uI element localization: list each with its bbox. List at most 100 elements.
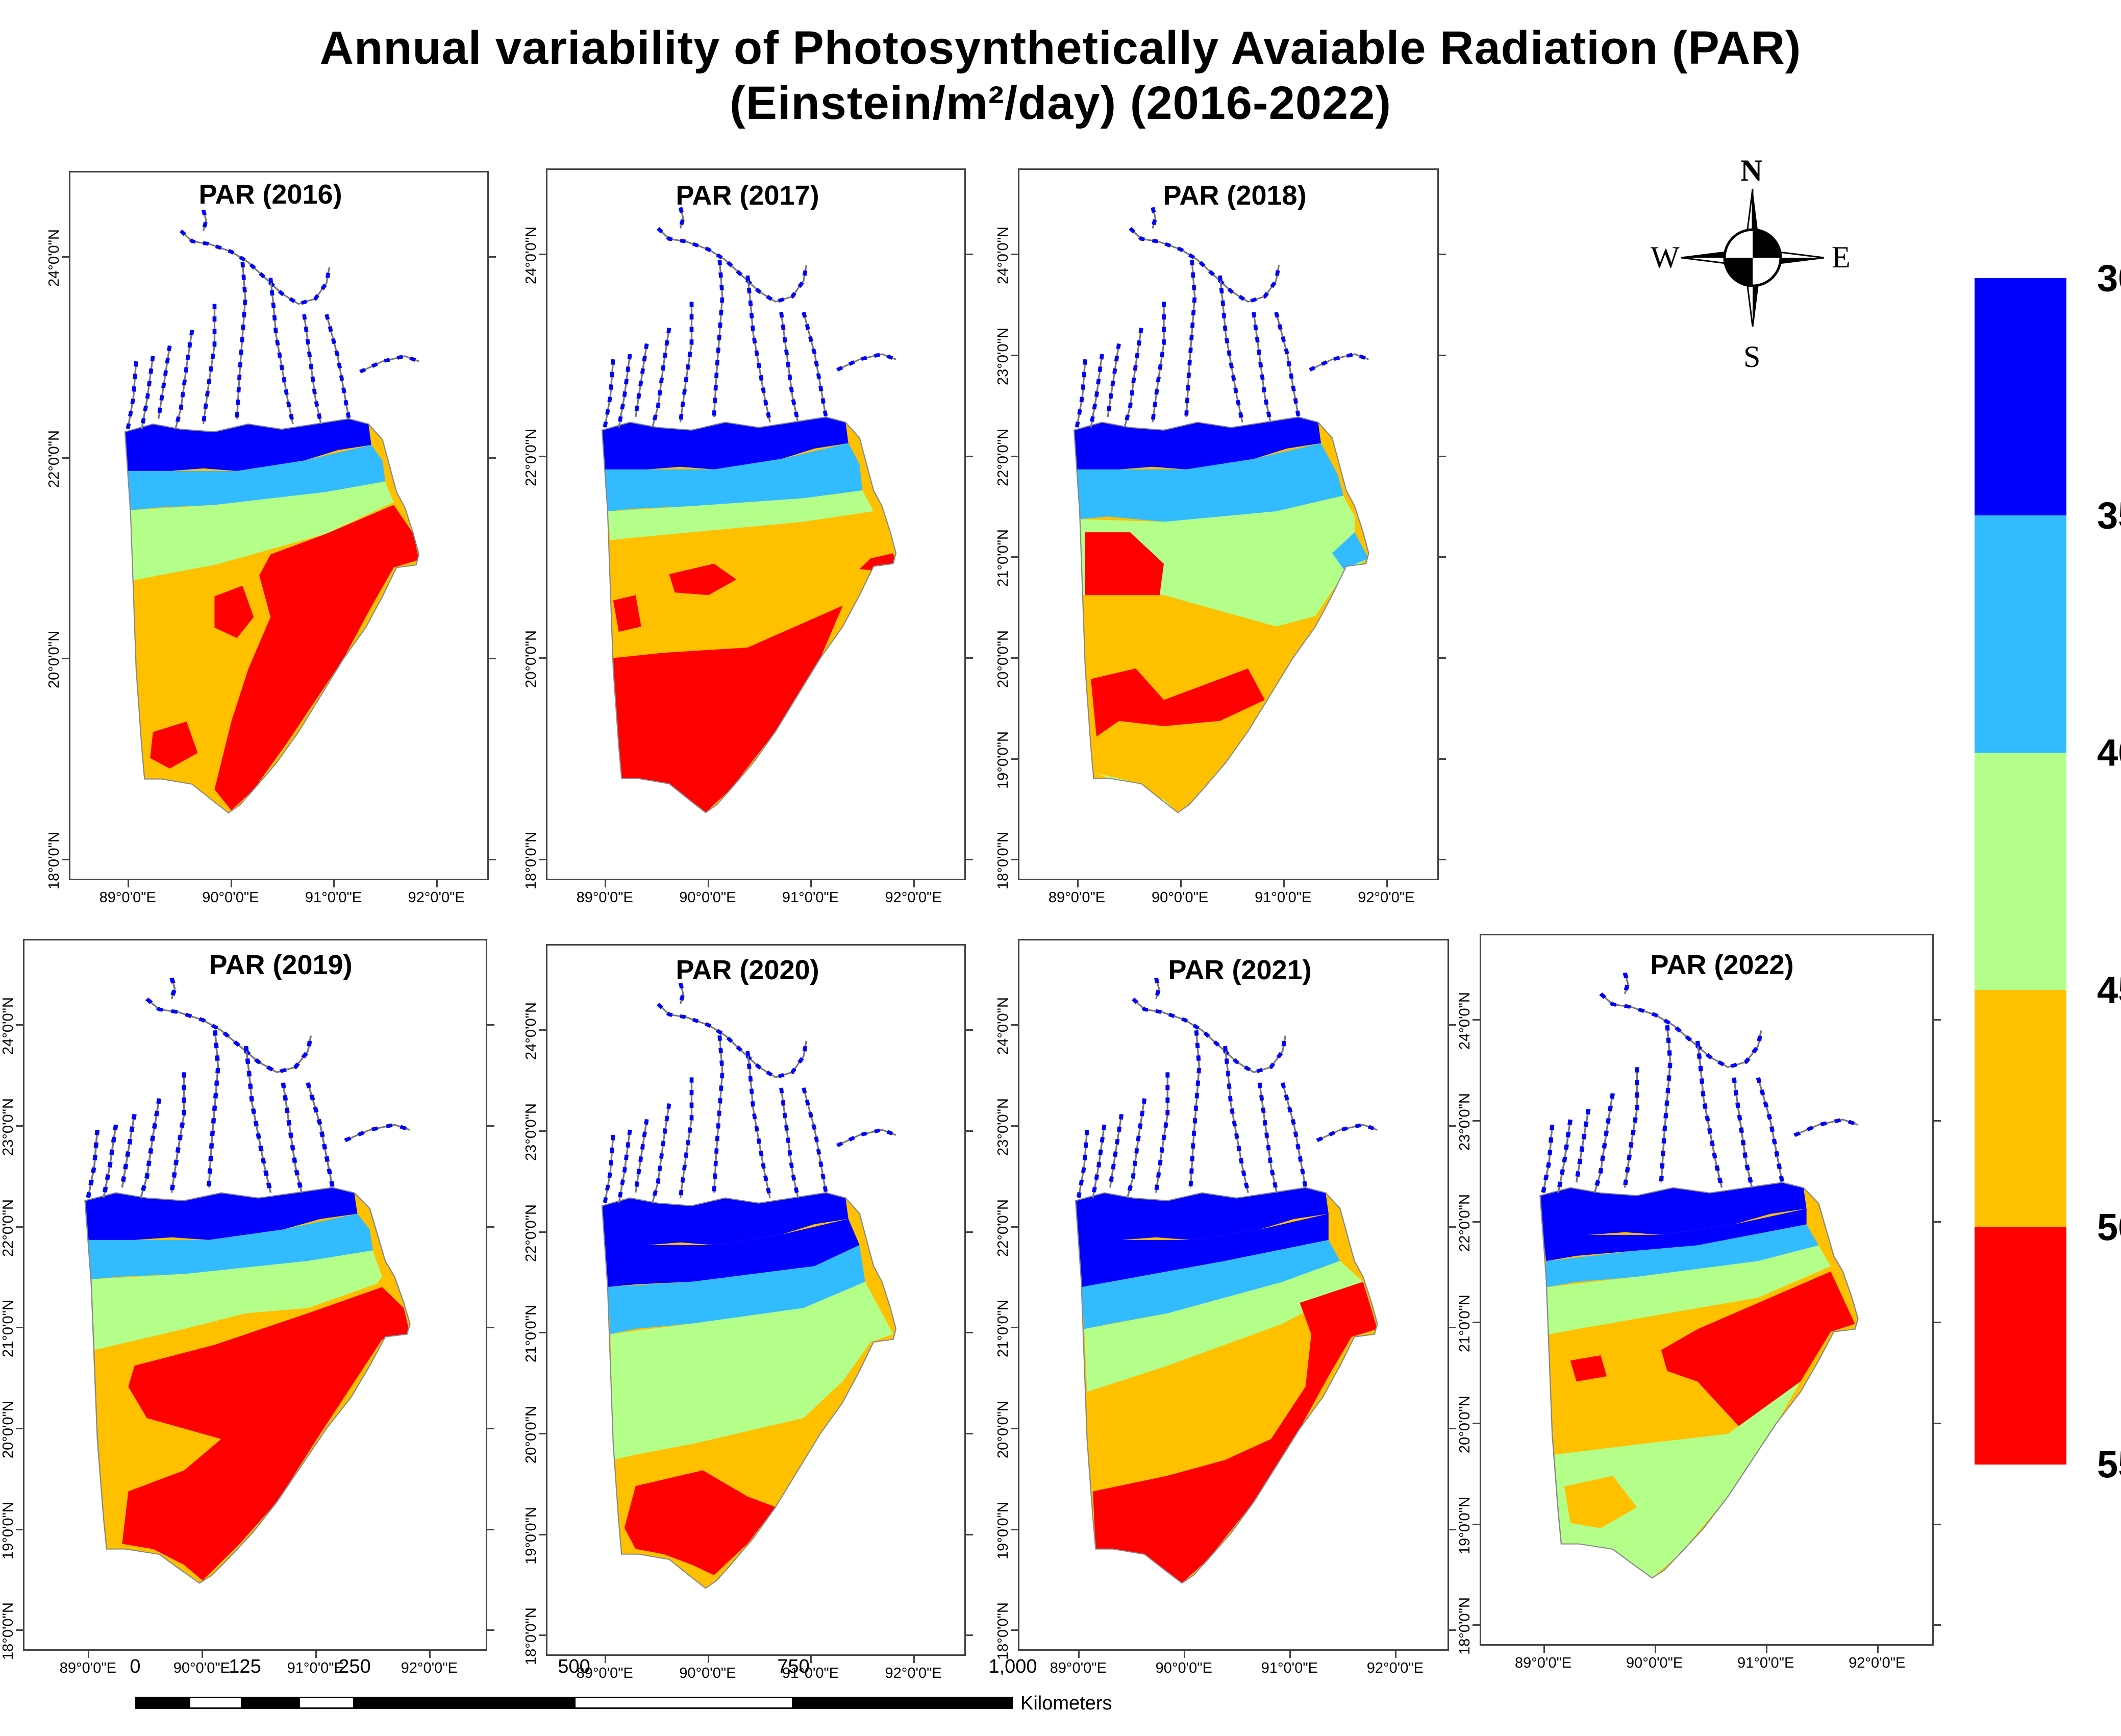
river-channel	[712, 259, 725, 417]
river-channel	[139, 356, 155, 430]
par-class-area	[150, 721, 198, 768]
legend-label: 30	[2097, 257, 2121, 300]
scale-label: 500	[558, 1656, 590, 1677]
river-channel	[1154, 977, 1161, 1000]
river-channel	[779, 312, 800, 423]
legend-swatch	[1975, 278, 2066, 515]
river-channel	[1659, 1025, 1673, 1183]
latitude-label: 24°0'0"N	[995, 227, 1011, 285]
legend-label: 55	[2097, 1443, 2121, 1486]
lat-tick	[539, 1533, 546, 1535]
par-raster-map	[601, 982, 897, 1589]
latitude-label: 21°0'0"N	[1457, 1295, 1473, 1353]
scale-segment	[793, 1697, 1013, 1709]
river-channel	[1252, 312, 1272, 423]
lat-tick	[16, 1024, 23, 1026]
river-line	[604, 359, 614, 428]
lat-tick	[1011, 859, 1018, 861]
river-line	[679, 302, 692, 423]
river-channel	[779, 1087, 800, 1198]
latitude-label: 20°0'0"N	[46, 631, 62, 689]
coastline	[124, 418, 419, 813]
longitude-label: 91°0'0"E	[782, 889, 839, 906]
lon-tick	[605, 880, 607, 887]
river-line	[634, 1119, 648, 1193]
latitude-label: 19°0'0"N	[995, 731, 1011, 789]
lon-tick	[230, 880, 232, 887]
latitude-label: 20°0'0"N	[1457, 1396, 1473, 1453]
lat-tick	[966, 1634, 973, 1636]
par-class-area	[122, 1287, 410, 1581]
river-channel	[1623, 1067, 1639, 1188]
latitude-label: 21°0'0"N	[0, 1300, 16, 1358]
lon-tick	[436, 880, 438, 887]
longitude-label: 89°0'0"E	[1048, 889, 1106, 906]
figure-title: Annual variability of Photosynthetically…	[0, 20, 2121, 131]
river-channel	[650, 327, 671, 428]
par-class-area	[85, 1187, 358, 1243]
par-class-area	[1543, 1208, 1807, 1261]
lat-tick	[1011, 1226, 1018, 1228]
longitude-label: 92°0'0"E	[1849, 1655, 1906, 1671]
latitude-label: 24°0'0"N	[46, 229, 62, 287]
river-channel	[678, 1077, 694, 1198]
scale-segment	[135, 1697, 189, 1709]
lat-tick	[1011, 254, 1018, 256]
scale-unit: Kilometers	[1020, 1693, 1112, 1714]
lat-tick	[539, 254, 546, 256]
latitude-label: 23°0'0"N	[995, 1098, 1011, 1156]
river-channel	[1756, 1077, 1785, 1183]
legend-swatch	[1975, 515, 2066, 753]
par-class-area	[1540, 1182, 1807, 1237]
par-class-area	[669, 563, 737, 596]
longitude-label: 92°0'0"E	[1358, 889, 1415, 906]
river-channel	[206, 1030, 220, 1188]
river-channel	[1222, 1046, 1250, 1193]
lat-tick	[1473, 1019, 1480, 1021]
latitude-label: 19°0'0"N	[0, 1501, 16, 1559]
lat-tick	[1934, 1422, 1941, 1424]
lon-tick	[1184, 1651, 1186, 1658]
par-class-area	[605, 443, 862, 511]
legend-swatch	[1975, 1227, 2066, 1465]
par-class-area	[124, 418, 371, 474]
river-channel	[145, 997, 313, 1075]
lat-tick	[1934, 1624, 1941, 1626]
river-line	[121, 1114, 136, 1188]
river-channel	[1090, 1124, 1106, 1199]
longitude-label: 89°0'0"E	[576, 1665, 633, 1681]
legend-swatch	[1975, 990, 2066, 1227]
river-channel	[745, 1051, 772, 1198]
lat-tick	[62, 457, 69, 459]
latitude-label: 24°0'0"N	[523, 227, 539, 285]
lat-tick	[487, 1629, 494, 1631]
lat-tick	[16, 1125, 23, 1127]
latitude-label: 21°0'0"N	[995, 1300, 1011, 1358]
lat-tick	[487, 1024, 494, 1026]
panel-title: PAR (2018)	[1163, 180, 1307, 211]
river-channel	[616, 354, 632, 428]
lat-tick	[1473, 1322, 1480, 1324]
par-class-area	[1546, 1245, 1831, 1334]
river-channel	[678, 302, 694, 423]
latitude-label: 22°0'0"N	[1457, 1194, 1473, 1252]
lon-tick	[1289, 1651, 1291, 1658]
par-raster-map	[1539, 972, 1859, 1579]
river-channel	[1695, 1040, 1724, 1188]
par-class-area	[607, 490, 874, 540]
river-channel	[302, 314, 323, 425]
par-class-area	[1074, 417, 1321, 472]
lat-tick	[539, 1432, 546, 1434]
latitude-label: 19°0'0"N	[995, 1501, 1011, 1559]
longitude-label: 91°0'0"E	[1737, 1655, 1794, 1671]
river-channel	[281, 1082, 304, 1193]
lon-tick	[429, 1651, 431, 1658]
lat-tick	[489, 658, 496, 660]
longitude-label: 92°0'0"E	[401, 1660, 458, 1676]
river-channel	[359, 354, 420, 374]
latitude-label: 18°0'0"N	[46, 832, 62, 890]
longitude-label: 92°0'0"E	[885, 1665, 942, 1681]
scale-label: 1,000	[988, 1656, 1037, 1677]
latitude-label: 22°0'0"N	[995, 428, 1011, 486]
latitude-label: 21°0'0"N	[523, 1305, 539, 1363]
